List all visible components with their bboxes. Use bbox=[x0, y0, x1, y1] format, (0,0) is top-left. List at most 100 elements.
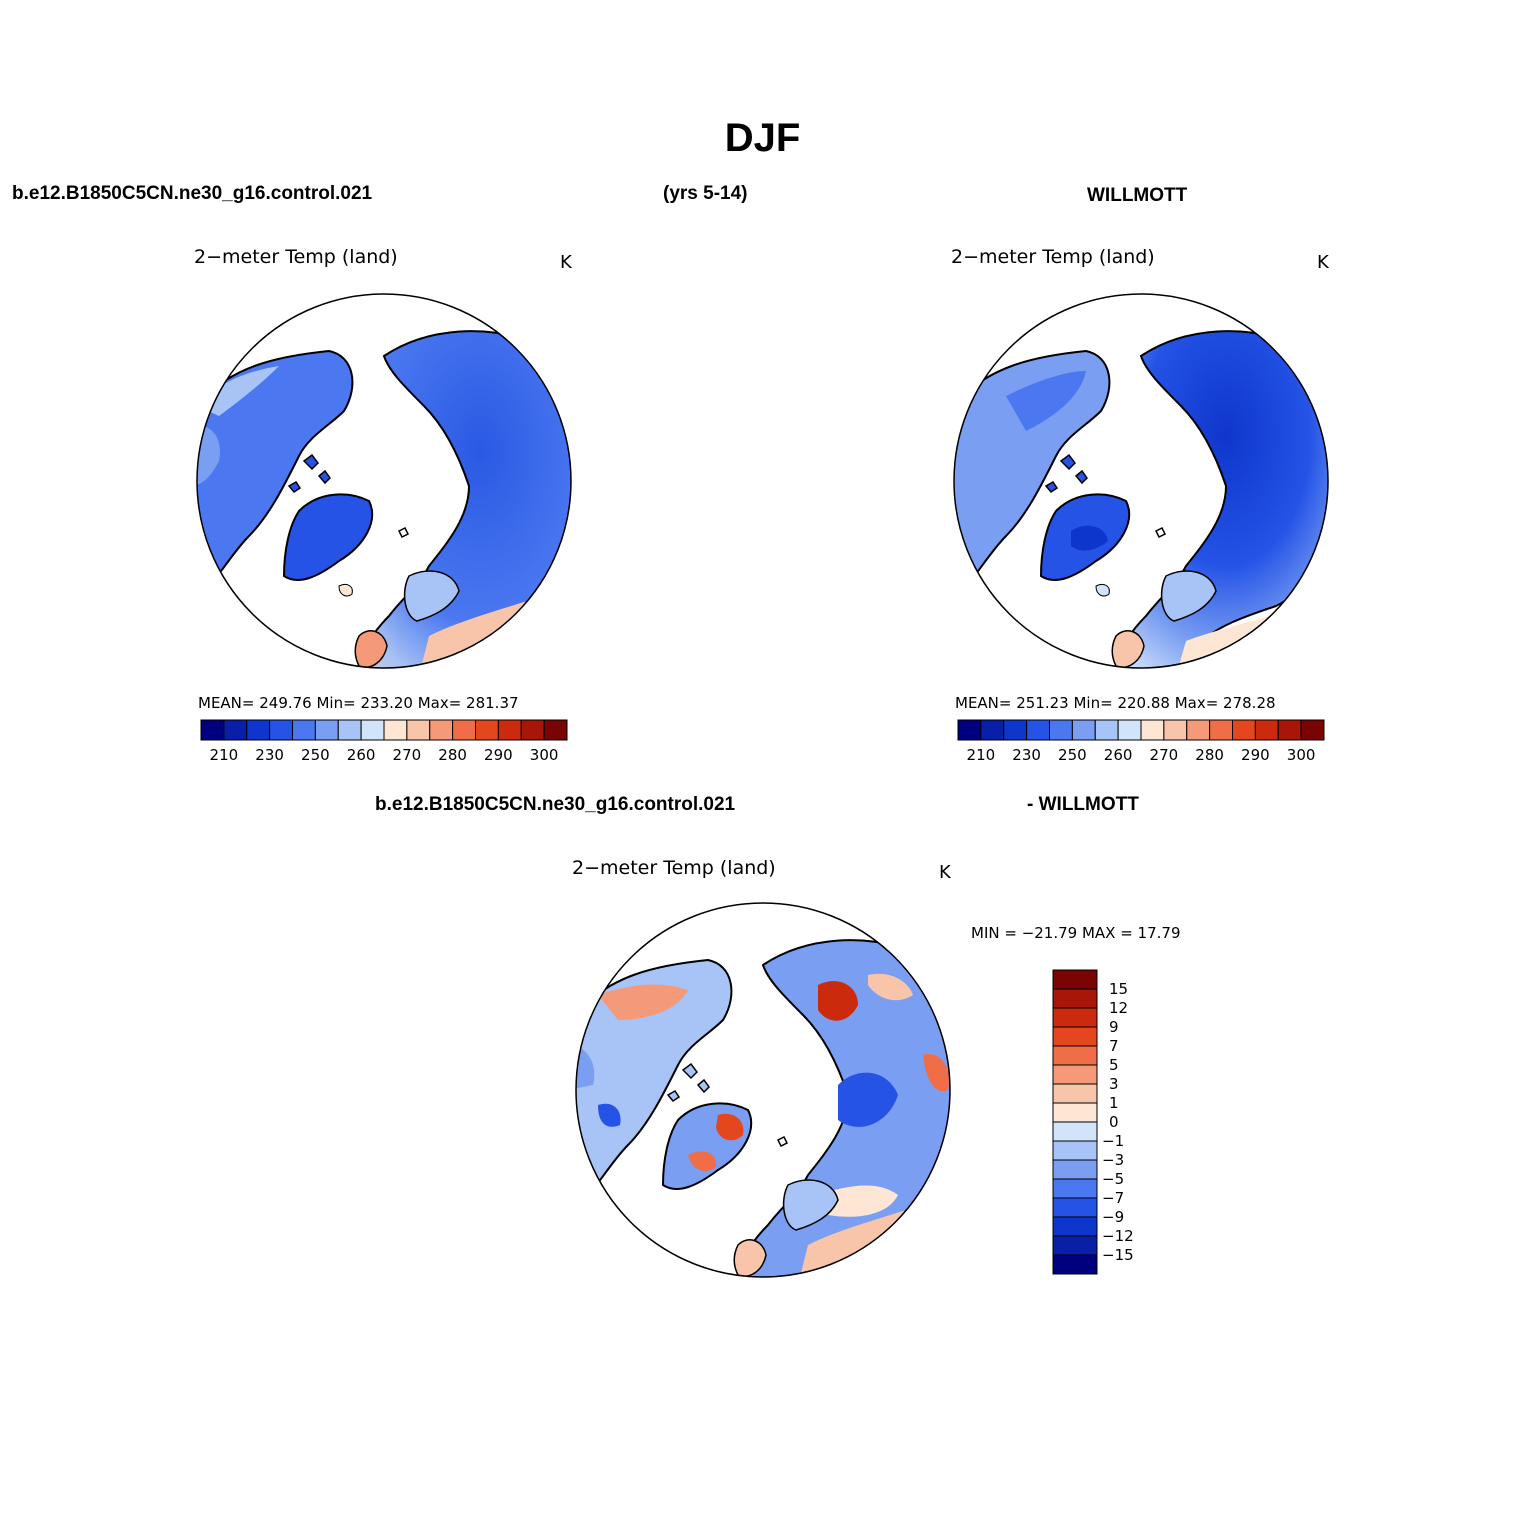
colorbar-model-swatch bbox=[292, 719, 316, 741]
colorbar-model-swatch bbox=[200, 719, 225, 741]
colorbar-obs-swatch bbox=[1163, 719, 1188, 741]
colorbar-model-swatch bbox=[520, 719, 545, 741]
colorbar-obs-swatch bbox=[1094, 719, 1119, 741]
panel-diff-title: 2−meter Temp (land) bbox=[572, 857, 776, 879]
colorbar-obs-tick-label: 280 bbox=[1195, 746, 1224, 764]
colorbar-obs-swatch bbox=[1026, 719, 1050, 741]
colorbar-diff-swatch bbox=[1052, 1083, 1098, 1104]
panel-obs-land bbox=[954, 294, 1328, 668]
colorbar-obs bbox=[957, 719, 1325, 741]
colorbar-diff-tick-label: −5 bbox=[1102, 1170, 1125, 1188]
colorbar-obs-swatch bbox=[1232, 719, 1256, 741]
colorbar-model-swatch bbox=[269, 719, 293, 741]
colorbar-model-swatch bbox=[246, 719, 271, 741]
panel-diff-stats: MIN = −21.79 MAX = 17.79 bbox=[971, 924, 1181, 942]
colorbar-obs-swatch bbox=[1254, 719, 1279, 741]
colorbar-obs-ticks: 210 230 250 260 270 280 290 300 bbox=[958, 746, 1324, 766]
colorbar-obs-tick-label: 210 bbox=[966, 746, 996, 764]
colorbar-diff-tick-label: 9 bbox=[1109, 1018, 1119, 1036]
panel-diff-map bbox=[575, 902, 951, 1278]
colorbar-diff bbox=[1052, 969, 1098, 1275]
colorbar-diff-tick-label: 1 bbox=[1109, 1094, 1119, 1112]
colorbar-obs-swatch bbox=[1140, 719, 1165, 741]
colorbar-diff-swatch bbox=[1052, 988, 1098, 1009]
colorbar-diff-swatch bbox=[1052, 969, 1098, 990]
colorbar-model-swatch bbox=[360, 719, 385, 741]
panel-model-border bbox=[196, 293, 572, 669]
colorbar-model-swatch bbox=[406, 719, 431, 741]
panel-obs-map bbox=[953, 293, 1329, 669]
colorbar-obs-tick-label: 270 bbox=[1149, 746, 1179, 764]
diff-obs-name-label: - WILLMOTT bbox=[1027, 794, 1139, 815]
figure-title: DJF bbox=[724, 116, 801, 160]
colorbar-diff-tick-label: −9 bbox=[1102, 1208, 1125, 1226]
colorbar-model-swatch bbox=[475, 719, 499, 741]
colorbar-diff-tick-label: 15 bbox=[1109, 980, 1129, 998]
colorbar-model-tick-label: 270 bbox=[392, 746, 422, 764]
colorbar-diff-tick-label: −7 bbox=[1102, 1189, 1125, 1207]
colorbar-model-swatch bbox=[223, 719, 248, 741]
panel-diff-land bbox=[576, 903, 950, 1277]
colorbar-diff-swatch bbox=[1052, 1026, 1098, 1047]
colorbar-diff-swatch bbox=[1052, 1064, 1098, 1085]
colorbar-diff-swatch bbox=[1052, 1140, 1098, 1161]
colorbar-model-swatch bbox=[383, 719, 408, 741]
colorbar-model-tick-label: 250 bbox=[301, 746, 330, 764]
colorbar-model-swatch bbox=[543, 719, 568, 741]
colorbar-obs-tick-label: 250 bbox=[1058, 746, 1087, 764]
panel-model-title: 2−meter Temp (land) bbox=[194, 246, 398, 268]
panel-model-map bbox=[196, 293, 572, 669]
colorbar-obs-swatch bbox=[1003, 719, 1028, 741]
panel-model-land bbox=[197, 294, 571, 668]
colorbar-obs-swatch bbox=[980, 719, 1005, 741]
colorbar-obs-swatch bbox=[1117, 719, 1142, 741]
colorbar-diff-tick-label: 3 bbox=[1109, 1075, 1119, 1093]
panel-obs-title: 2−meter Temp (land) bbox=[951, 246, 1155, 268]
colorbar-model-swatch bbox=[452, 719, 476, 741]
colorbar-diff-swatch bbox=[1052, 1102, 1098, 1123]
panel-model-unit: K bbox=[560, 252, 572, 273]
colorbar-diff-swatch bbox=[1052, 1235, 1098, 1256]
colorbar-obs-tick-label: 290 bbox=[1241, 746, 1270, 764]
colorbar-model-tick-label: 230 bbox=[255, 746, 284, 764]
colorbar-model-tick-label: 280 bbox=[438, 746, 467, 764]
colorbar-diff-tick-label: 12 bbox=[1109, 999, 1129, 1017]
colorbar-diff-swatch bbox=[1052, 1045, 1098, 1066]
panel-obs-border bbox=[953, 293, 1329, 669]
colorbar-model-swatch bbox=[337, 719, 362, 741]
colorbar-obs-swatch bbox=[1209, 719, 1233, 741]
colorbar-model-swatch bbox=[314, 719, 339, 741]
colorbar-obs-swatch bbox=[1300, 719, 1325, 741]
colorbar-diff-swatch bbox=[1052, 1007, 1098, 1028]
colorbar-diff-tick-label: −1 bbox=[1102, 1132, 1125, 1150]
colorbar-obs-swatch bbox=[1186, 719, 1211, 741]
panel-obs-stats: MEAN= 251.23 Min= 220.88 Max= 278.28 bbox=[955, 694, 1276, 712]
colorbar-diff-swatch bbox=[1052, 1254, 1098, 1275]
colorbar-obs-swatch bbox=[1049, 719, 1073, 741]
panel-model-stats: MEAN= 249.76 Min= 233.20 Max= 281.37 bbox=[198, 694, 519, 712]
colorbar-diff-ticks: 15 12 9 7 5 3 1 0 −1 −3 −5 −7 −9 −12 −15 bbox=[1102, 970, 1162, 1274]
colorbar-diff-swatch bbox=[1052, 1121, 1098, 1142]
colorbar-diff-tick-label: −3 bbox=[1102, 1151, 1125, 1169]
colorbar-obs-tick-label: 300 bbox=[1286, 746, 1316, 764]
colorbar-model-tick-label: 300 bbox=[529, 746, 559, 764]
colorbar-diff-tick-label: −15 bbox=[1102, 1246, 1134, 1264]
colorbar-model-tick-label: 260 bbox=[346, 746, 376, 764]
colorbar-diff-tick-label: 7 bbox=[1109, 1037, 1119, 1055]
colorbar-diff-tick-label: 0 bbox=[1109, 1113, 1119, 1131]
panel-diff-unit: K bbox=[939, 862, 951, 883]
obs-name-label: WILLMOTT bbox=[1087, 185, 1188, 206]
colorbar-diff-tick-label: −12 bbox=[1102, 1227, 1134, 1245]
colorbar-model bbox=[200, 719, 568, 741]
panel-obs-unit: K bbox=[1317, 252, 1329, 273]
colorbar-diff-tick-label: 5 bbox=[1109, 1056, 1119, 1074]
colorbar-model-swatch bbox=[497, 719, 522, 741]
colorbar-obs-swatch bbox=[1071, 719, 1096, 741]
years-label: (yrs 5-14) bbox=[663, 183, 748, 204]
colorbar-diff-swatch bbox=[1052, 1216, 1098, 1237]
colorbar-obs-swatch bbox=[1277, 719, 1302, 741]
colorbar-diff-swatch bbox=[1052, 1178, 1098, 1199]
case-name-label: b.e12.B1850C5CN.ne30_g16.control.021 bbox=[12, 183, 373, 204]
diff-case-name-label: b.e12.B1850C5CN.ne30_g16.control.021 bbox=[375, 794, 736, 815]
colorbar-model-tick-label: 290 bbox=[484, 746, 513, 764]
